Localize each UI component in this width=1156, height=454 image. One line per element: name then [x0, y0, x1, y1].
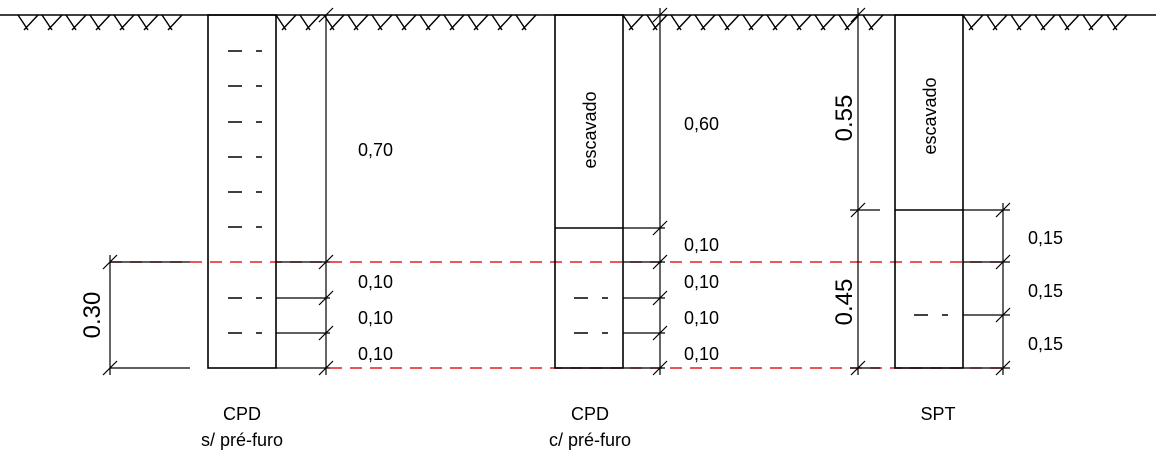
cpd-sem-borehole [207, 14, 277, 369]
cpd-sem-dim-seg2: 0,10 [358, 308, 393, 328]
hatch-segment [275, 14, 537, 31]
cpd-sem-dim-line-total [102, 254, 190, 376]
cpd-com-dim-seg1: 0,10 [684, 235, 719, 255]
cpd-com-excavated-label: escavado [580, 91, 600, 168]
cpd-sem-dim-seg3: 0,10 [358, 344, 393, 364]
cpd-sem-dim-seg1: 0,10 [358, 272, 393, 292]
spt-dim-line-left [850, 7, 880, 376]
cpd-com-layer-dashes [574, 297, 608, 334]
spt-dim-line-right [995, 202, 1011, 376]
spt-dim-excavated: 0.55 [831, 95, 858, 142]
spt-dim-test: 0.45 [831, 279, 858, 326]
hatch-segment [622, 14, 884, 31]
cpd-sem-dim-line-right [318, 7, 334, 376]
spt-dim-seg1: 0,15 [1028, 228, 1063, 248]
cpd-com-caption-line2: c/ pré-furo [549, 430, 631, 450]
spt-borehole [894, 14, 964, 369]
cpd-sem-dim-upper: 0,70 [358, 140, 393, 160]
cpd-com-dim-seg4: 0,10 [684, 344, 719, 364]
spt-dim-seg2: 0,15 [1028, 281, 1063, 301]
hatch-segment [962, 14, 1128, 31]
spt-excavated-label: escavado [920, 77, 940, 154]
cpd-com-dim-line-right [652, 7, 668, 376]
cpd-com-dim-seg3: 0,10 [684, 308, 719, 328]
cpd-com-borehole [554, 14, 624, 369]
hatch-segment [17, 14, 183, 31]
cpd-sem-dim-total: 0.30 [79, 292, 106, 339]
spt-group: escavado 0.55 0.45 0,15 0,15 0,15 SPT [831, 7, 1063, 424]
cpd-com-prefuro-group: escavado 0,60 0,10 0,10 0,10 0,10 CPD c/… [549, 7, 719, 450]
cpd-com-caption-line1: CPD [571, 404, 609, 424]
cpd-com-dim-excavated: 0,60 [684, 114, 719, 134]
spt-caption: SPT [920, 404, 955, 424]
cpd-com-dim-seg2: 0,10 [684, 272, 719, 292]
cpd-sem-layer-dashes [228, 50, 262, 334]
ground-hatching [17, 14, 1128, 31]
cpd-sem-prefuro-group: 0.30 0,70 0,10 0,10 0,10 CPD s/ pré-furo [79, 7, 393, 450]
cpd-sem-caption-line2: s/ pré-furo [201, 430, 283, 450]
cpd-sem-caption-line1: CPD [223, 404, 261, 424]
spt-dim-seg3: 0,15 [1028, 334, 1063, 354]
